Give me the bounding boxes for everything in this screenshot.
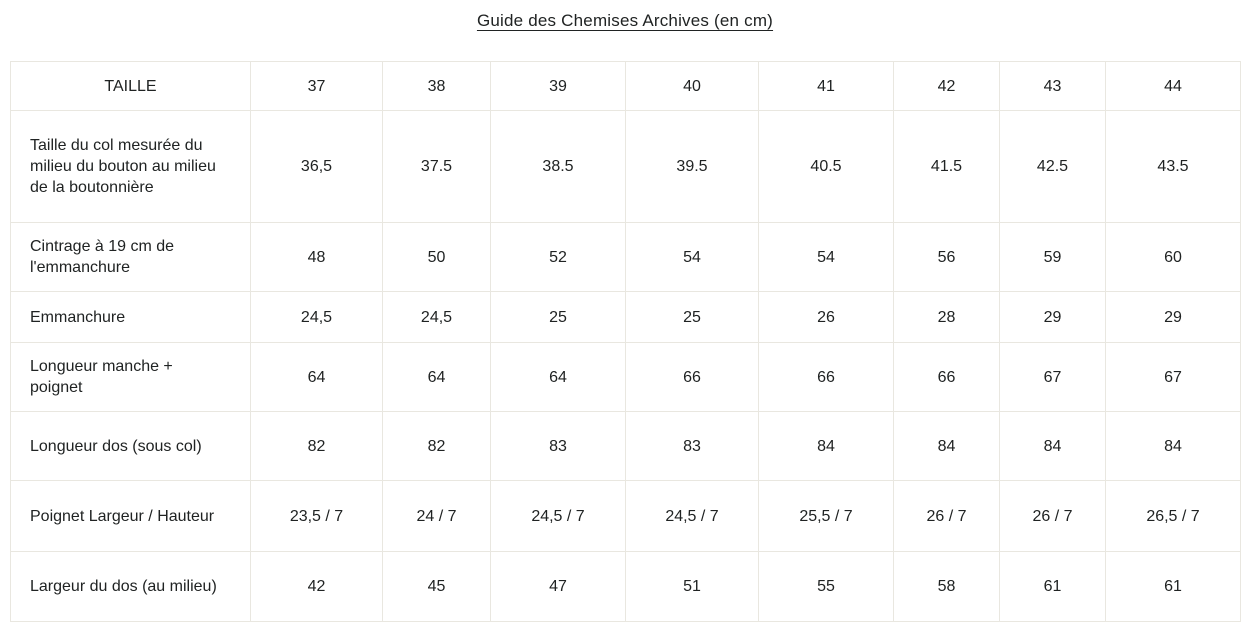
size-value-cell: 43.5 <box>1105 110 1241 223</box>
table-header-row: TAILLE 37 38 39 40 41 42 43 44 <box>10 61 1241 111</box>
size-value-cell: 64 <box>250 342 383 412</box>
size-value-cell: 25 <box>625 291 759 343</box>
size-table-body: TAILLE 37 38 39 40 41 42 43 44 Taille du col mesu… <box>10 61 1241 622</box>
column-header-size: 39 <box>490 61 626 111</box>
size-value-cell: 24,5 / 7 <box>625 480 759 552</box>
size-value-cell: 26 / 7 <box>999 480 1106 552</box>
table-row: Emmanchure 24,5 24,5 25 25 26 28 29 29 <box>10 291 1241 343</box>
size-value-cell: 36,5 <box>250 110 383 223</box>
size-value-cell: 38.5 <box>490 110 626 223</box>
size-value-cell: 42 <box>250 551 383 622</box>
size-table: TAILLE 37 38 39 40 41 42 43 44 Taille du col mesu… <box>10 61 1241 622</box>
size-value-cell: 61 <box>1105 551 1241 622</box>
size-value-cell: 24,5 <box>250 291 383 343</box>
column-header-size: 43 <box>999 61 1106 111</box>
size-value-cell: 25,5 / 7 <box>758 480 894 552</box>
size-value-cell: 54 <box>758 222 894 292</box>
size-value-cell: 24,5 <box>382 291 491 343</box>
size-value-cell: 40.5 <box>758 110 894 223</box>
size-value-cell: 37.5 <box>382 110 491 223</box>
column-header-size: 40 <box>625 61 759 111</box>
size-value-cell: 59 <box>999 222 1106 292</box>
size-value-cell: 51 <box>625 551 759 622</box>
size-value-cell: 24 / 7 <box>382 480 491 552</box>
size-value-cell: 64 <box>490 342 626 412</box>
size-value-cell: 83 <box>490 411 626 481</box>
size-value-cell: 42.5 <box>999 110 1106 223</box>
size-value-cell: 84 <box>893 411 1000 481</box>
size-value-cell: 56 <box>893 222 1000 292</box>
size-value-cell: 29 <box>999 291 1106 343</box>
size-value-cell: 41.5 <box>893 110 1000 223</box>
column-header-size: 41 <box>758 61 894 111</box>
size-value-cell: 84 <box>758 411 894 481</box>
row-label: Emmanchure <box>10 291 251 343</box>
table-row: Longueur manche + poignet 64 64 64 66 66 66 67 6… <box>10 342 1241 412</box>
table-row: Longueur dos (sous col) 82 82 83 83 84 84 84 84 <box>10 411 1241 481</box>
table-row: Taille du col mesurée du milieu du bouto… <box>10 110 1241 223</box>
size-value-cell: 64 <box>382 342 491 412</box>
size-value-cell: 45 <box>382 551 491 622</box>
column-header-size: 38 <box>382 61 491 111</box>
size-value-cell: 26,5 / 7 <box>1105 480 1241 552</box>
row-label: Longueur dos (sous col) <box>10 411 251 481</box>
size-value-cell: 55 <box>758 551 894 622</box>
size-value-cell: 26 / 7 <box>893 480 1000 552</box>
column-header-size: 44 <box>1105 61 1241 111</box>
row-label: Cintrage à 19 cm de l'emmanchure <box>10 222 251 292</box>
size-value-cell: 24,5 / 7 <box>490 480 626 552</box>
size-value-cell: 47 <box>490 551 626 622</box>
size-value-cell: 67 <box>999 342 1106 412</box>
size-value-cell: 39.5 <box>625 110 759 223</box>
size-value-cell: 23,5 / 7 <box>250 480 383 552</box>
row-label: Taille du col mesurée du milieu du bouto… <box>10 110 251 223</box>
size-value-cell: 28 <box>893 291 1000 343</box>
row-label: Poignet Largeur / Hauteur <box>10 480 251 552</box>
size-value-cell: 66 <box>758 342 894 412</box>
size-value-cell: 66 <box>625 342 759 412</box>
size-value-cell: 83 <box>625 411 759 481</box>
row-label: Largeur du dos (au milieu) <box>10 551 251 622</box>
size-value-cell: 66 <box>893 342 1000 412</box>
size-value-cell: 52 <box>490 222 626 292</box>
table-row: Cintrage à 19 cm de l'emmanchure 48 50 52 54… <box>10 222 1241 292</box>
header-taille: TAILLE <box>10 61 251 111</box>
row-label: Longueur manche + poignet <box>10 342 251 412</box>
size-value-cell: 26 <box>758 291 894 343</box>
size-value-cell: 61 <box>999 551 1106 622</box>
size-value-cell: 58 <box>893 551 1000 622</box>
size-value-cell: 84 <box>999 411 1106 481</box>
column-header-size: 37 <box>250 61 383 111</box>
size-value-cell: 67 <box>1105 342 1241 412</box>
page-title: Guide des Chemises Archives (en cm) <box>476 11 774 30</box>
size-value-cell: 29 <box>1105 291 1241 343</box>
size-value-cell: 84 <box>1105 411 1241 481</box>
size-value-cell: 25 <box>490 291 626 343</box>
size-value-cell: 60 <box>1105 222 1241 292</box>
table-row: Largeur du dos (au milieu) 42 45 47 51 55 58 61… <box>10 551 1241 622</box>
size-value-cell: 54 <box>625 222 759 292</box>
size-value-cell: 48 <box>250 222 383 292</box>
column-header-size: 42 <box>893 61 1000 111</box>
size-value-cell: 82 <box>250 411 383 481</box>
size-value-cell: 82 <box>382 411 491 481</box>
size-value-cell: 50 <box>382 222 491 292</box>
